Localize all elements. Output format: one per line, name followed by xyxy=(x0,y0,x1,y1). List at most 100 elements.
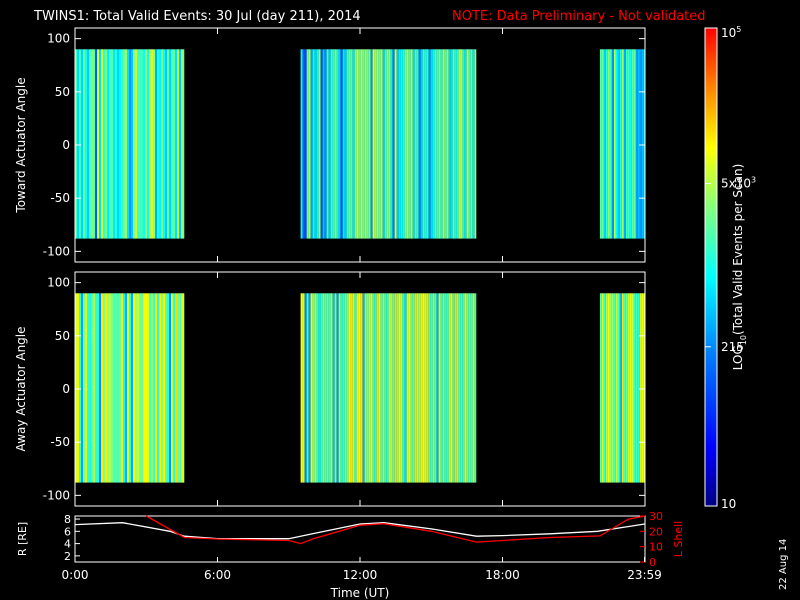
heatmap-column xyxy=(141,293,143,483)
heatmap-column xyxy=(131,293,133,483)
heatmap-column xyxy=(641,293,644,483)
heatmap-column xyxy=(141,49,143,239)
heatmap-column xyxy=(619,293,622,483)
heatmap-column xyxy=(175,293,177,483)
heatmap-column xyxy=(394,293,397,483)
heatmap-column xyxy=(322,49,325,239)
heatmap-column xyxy=(639,293,642,483)
orbit-y-right-tick-label: 20 xyxy=(649,525,663,538)
heatmap-column xyxy=(105,49,107,239)
heatmap-column xyxy=(109,293,111,483)
heatmap-column xyxy=(85,49,87,239)
heatmap-column xyxy=(139,49,141,239)
orbit-y-right-tick-label: 10 xyxy=(649,541,663,554)
heatmap-column xyxy=(183,293,185,483)
heatmap-column xyxy=(87,49,89,239)
heatmap-column xyxy=(320,49,323,239)
heatmap-column xyxy=(442,293,445,483)
heatmap-column xyxy=(460,293,463,483)
heatmap-column xyxy=(326,49,329,239)
heatmap-column xyxy=(408,293,411,483)
heatmap-column xyxy=(384,49,387,239)
heatmap-column xyxy=(410,49,413,239)
orbit-y-tick-label: 6 xyxy=(64,525,71,538)
heatmap-column xyxy=(105,293,107,483)
heatmap-column xyxy=(418,49,421,239)
heatmap-column xyxy=(364,49,367,239)
heatmap-column xyxy=(97,293,99,483)
colorbar-label-sub: 10 xyxy=(739,335,748,345)
heatmap-column xyxy=(155,293,157,483)
heatmap-column xyxy=(603,49,606,239)
heatmap-column xyxy=(430,293,433,483)
heatmap-column xyxy=(310,293,313,483)
x-tick-label: 12:00 xyxy=(343,568,378,582)
heatmap-column xyxy=(103,293,105,483)
heatmap-column xyxy=(426,49,429,239)
heatmap-column xyxy=(75,49,77,239)
heatmap-column xyxy=(95,293,97,483)
heatmap-column xyxy=(318,293,321,483)
heatmap-column xyxy=(400,49,403,239)
heatmap-column xyxy=(615,49,618,239)
heatmap-column xyxy=(107,293,109,483)
heatmap-column xyxy=(613,293,616,483)
heatmap-column xyxy=(326,293,329,483)
heatmap-column xyxy=(322,293,325,483)
heatmap-column xyxy=(77,49,79,239)
heatmap-column xyxy=(135,49,137,239)
heatmap-column xyxy=(462,293,465,483)
heatmap-column xyxy=(83,49,85,239)
heatmap-column xyxy=(378,49,381,239)
heatmap-column xyxy=(625,293,628,483)
heatmap-column xyxy=(392,293,395,483)
heatmap-column xyxy=(310,49,313,239)
heatmap-column xyxy=(125,293,127,483)
heatmap-column xyxy=(422,293,425,483)
heatmap-column xyxy=(615,293,618,483)
heatmap-column xyxy=(432,293,435,483)
heatmap-column xyxy=(101,49,103,239)
heatmap-column xyxy=(388,293,391,483)
heatmap-column xyxy=(95,49,97,239)
heatmap-column xyxy=(175,49,177,239)
heatmap-column xyxy=(378,293,381,483)
heatmap-column xyxy=(161,49,163,239)
heatmap-column xyxy=(181,293,183,483)
heatmap-column xyxy=(179,49,181,239)
heatmap-column xyxy=(81,293,83,483)
heatmap-column xyxy=(364,293,367,483)
heatmap-column xyxy=(416,293,419,483)
heatmap-column xyxy=(165,49,167,239)
heatmap-column xyxy=(300,49,303,239)
heatmap-column xyxy=(330,293,333,483)
heatmap-column xyxy=(394,49,397,239)
heatmap-column xyxy=(314,293,317,483)
heatmap-column xyxy=(159,293,161,483)
heatmap-column xyxy=(169,293,171,483)
y-tick-label: 0 xyxy=(62,138,70,152)
heatmap-column xyxy=(344,293,347,483)
heatmap-column xyxy=(161,293,163,483)
heatmap-column xyxy=(163,293,165,483)
heatmap-column xyxy=(619,49,622,239)
heatmap-column xyxy=(402,49,405,239)
heatmap-column xyxy=(101,293,103,483)
heatmap-column xyxy=(430,49,433,239)
heatmap-column xyxy=(320,293,323,483)
heatmap-column xyxy=(468,293,471,483)
heatmap-column xyxy=(376,293,379,483)
heatmap-column xyxy=(346,293,349,483)
heatmap-column xyxy=(466,293,469,483)
heatmap-column xyxy=(474,293,477,483)
x-axis-label: Time (UT) xyxy=(330,586,390,600)
heatmap-column xyxy=(79,49,81,239)
heatmap-column xyxy=(440,49,443,239)
heatmap-column xyxy=(117,293,119,483)
colorbar-label-main: LOG xyxy=(731,345,745,370)
heatmap-column xyxy=(169,49,171,239)
heatmap-column xyxy=(330,49,333,239)
heatmap-column xyxy=(601,49,604,239)
